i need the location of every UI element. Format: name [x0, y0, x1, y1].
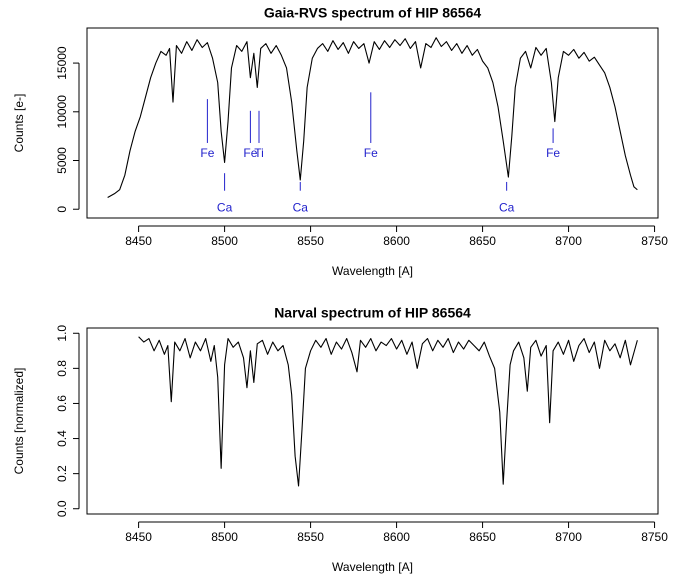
y-tick-label: 0.0: [55, 500, 69, 517]
y-tick-label: 1.0: [55, 325, 69, 342]
y-tick-label: 10000: [55, 95, 69, 129]
x-tick-label: 8450: [125, 234, 152, 248]
annotation-label: Ca: [293, 200, 309, 214]
x-tick-label: 8750: [641, 530, 668, 544]
y-tick-label: 0.8: [55, 360, 69, 377]
x-tick-label: 8600: [383, 530, 410, 544]
x-tick-label: 8650: [469, 530, 496, 544]
y-axis-title: Counts [e-]: [12, 94, 26, 153]
annotation-label: Ti: [254, 146, 264, 160]
y-tick-label: 0.2: [55, 465, 69, 482]
y-tick-label: 0.4: [55, 430, 69, 447]
plot-frame: [86, 27, 659, 219]
x-tick-label: 8700: [555, 234, 582, 248]
x-tick-label: 8550: [297, 530, 324, 544]
spectrum-line: [107, 37, 638, 199]
annotation-label: Fe: [364, 146, 378, 160]
y-tick-label: 0: [55, 206, 69, 213]
chart-title: Gaia-RVS spectrum of HIP 86564: [264, 5, 482, 21]
y-tick-label: 15000: [55, 46, 69, 80]
x-tick-label: 8500: [211, 234, 238, 248]
x-axis-title: Wavelength [A]: [332, 264, 413, 278]
annotation-label: Fe: [546, 146, 560, 160]
x-tick-label: 8650: [469, 234, 496, 248]
plot-frame: [86, 327, 659, 515]
x-axis-title: Wavelength [A]: [332, 560, 413, 574]
x-tick-label: 8450: [125, 530, 152, 544]
x-tick-label: 8750: [641, 234, 668, 248]
y-tick-label: 5000: [55, 147, 69, 174]
x-tick-label: 8600: [383, 234, 410, 248]
annotation-label: Fe: [200, 146, 214, 160]
x-tick-label: 8700: [555, 530, 582, 544]
annotation-label: Ca: [217, 200, 233, 214]
annotation-label: Fe: [243, 146, 257, 160]
spectrum-line: [138, 336, 638, 487]
x-tick-label: 8550: [297, 234, 324, 248]
chart-title: Narval spectrum of HIP 86564: [274, 305, 471, 321]
annotation-label: Ca: [499, 200, 515, 214]
x-tick-label: 8500: [211, 530, 238, 544]
y-tick-label: 0.6: [55, 395, 69, 412]
y-axis-title: Counts [normalized]: [12, 368, 26, 475]
